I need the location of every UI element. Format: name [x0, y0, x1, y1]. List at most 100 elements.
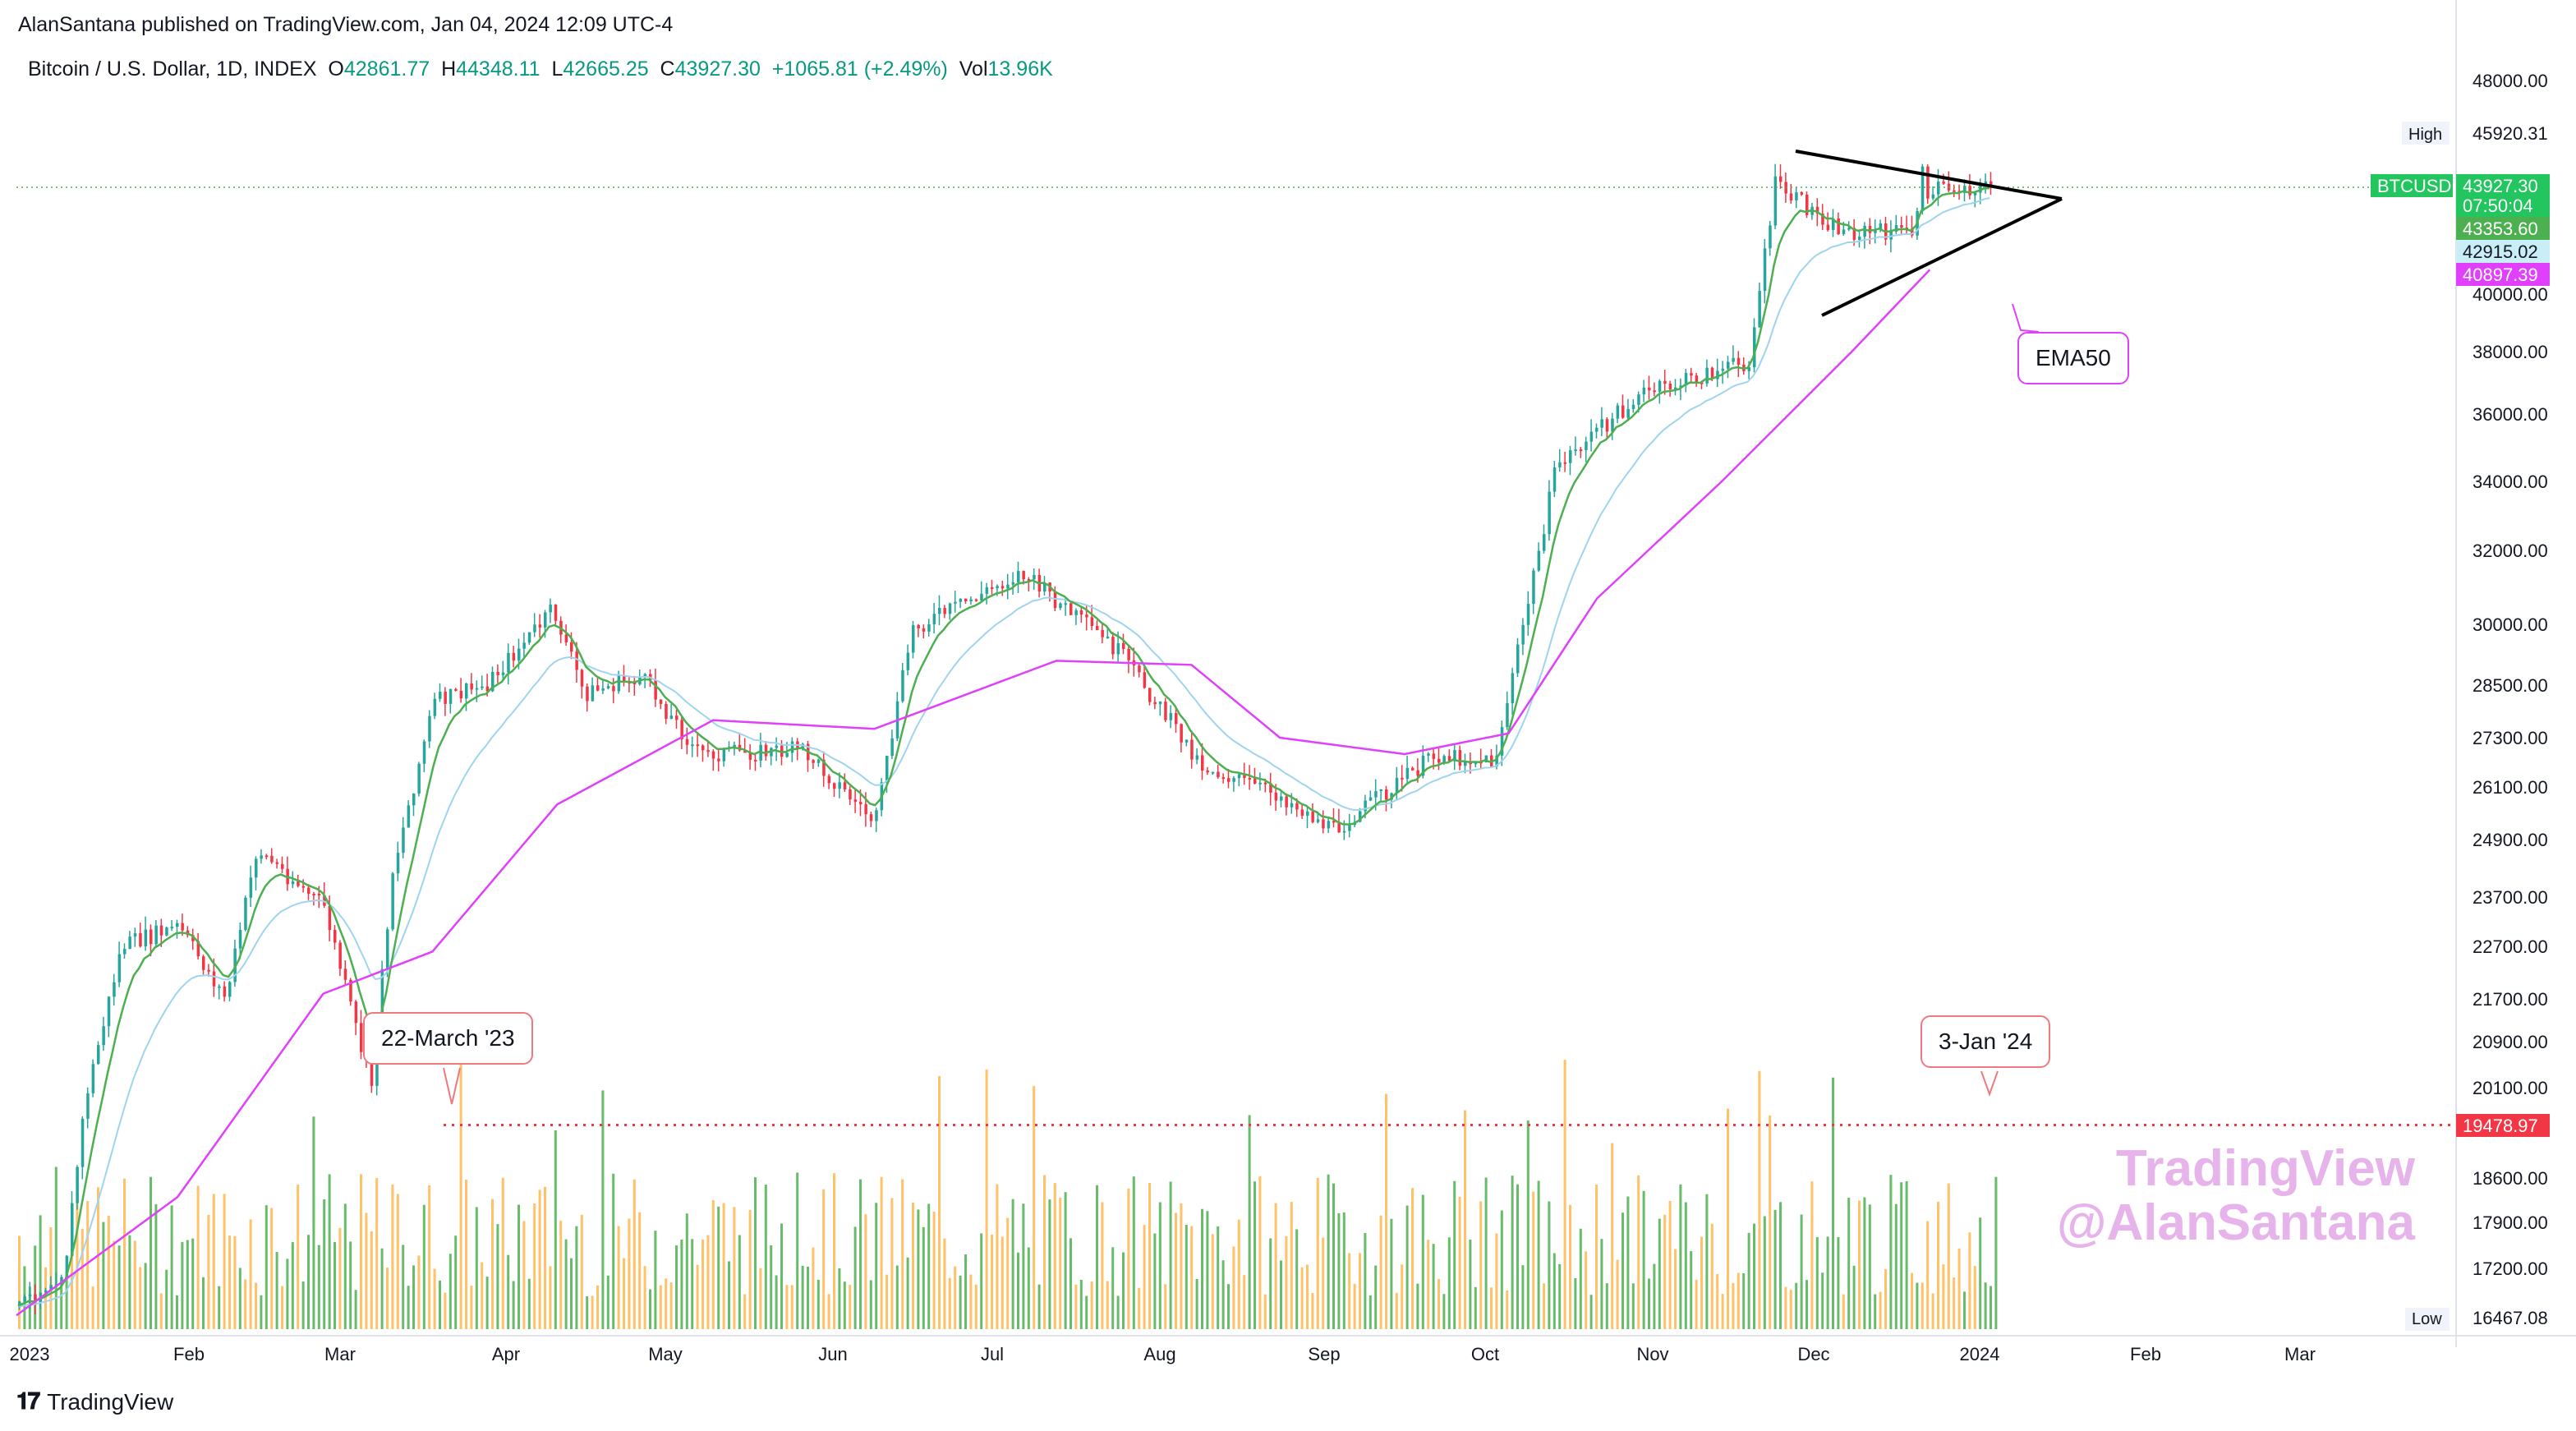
candle-body — [1911, 228, 1914, 236]
volume-bar — [1763, 1216, 1766, 1329]
candle-body — [212, 971, 216, 987]
candle-body — [76, 1166, 79, 1203]
volume-bar — [869, 1280, 872, 1329]
candle-body — [86, 1093, 90, 1119]
candle-body — [123, 949, 126, 955]
volume-bar — [538, 1189, 541, 1329]
candle-body — [964, 598, 968, 601]
badge-ema-fast: 43353.60 — [2463, 219, 2538, 239]
volume-bar — [370, 1231, 373, 1329]
price-tick-label: 20900.00 — [2472, 1032, 2548, 1052]
candle-body — [1368, 797, 1373, 801]
candle-body — [334, 930, 337, 943]
candle-body — [317, 894, 321, 896]
candle-body — [1164, 702, 1167, 720]
volume-bar — [255, 1282, 257, 1329]
volume-bar — [39, 1215, 42, 1329]
candle-body — [113, 982, 116, 997]
callout-ema-pointer — [2012, 303, 2040, 333]
tradingview-logo-icon: 𝟏𝟕 — [16, 1388, 40, 1414]
price-tick-label: 45920.31 — [2472, 123, 2548, 144]
candle-body — [748, 752, 752, 760]
candle-body — [1248, 777, 1252, 780]
candle-body — [1595, 427, 1598, 432]
candle-body — [1968, 186, 1971, 196]
time-tick-label: 2024 — [1960, 1344, 2000, 1364]
candle-body — [1569, 450, 1572, 463]
badge-ema-mid: 42915.02 — [2463, 242, 2538, 262]
candle-body — [527, 632, 531, 643]
symbol-title[interactable]: Bitcoin / U.S. Dollar, 1D, INDEX — [28, 58, 317, 81]
volume-bar — [1732, 1282, 1735, 1329]
candle-body — [238, 929, 242, 949]
volume-bar — [1769, 1115, 1772, 1329]
volume-bar — [702, 1239, 704, 1329]
volume-bar — [459, 1063, 462, 1329]
candle-body — [586, 686, 589, 702]
candle-body — [249, 877, 253, 898]
volume-bar — [1800, 1214, 1803, 1329]
volume-bar — [807, 1266, 809, 1329]
candle-body — [1800, 192, 1804, 195]
volume-bar — [1984, 1282, 1987, 1329]
volume-bar — [1837, 1237, 1840, 1329]
volume-bar — [1874, 1294, 1877, 1329]
volume-bar — [417, 1255, 421, 1329]
volume-bar — [754, 1177, 757, 1329]
volume-bar — [360, 1174, 362, 1329]
volume-bar — [338, 1227, 342, 1329]
candle-body — [1653, 390, 1656, 393]
volume-bar — [391, 1184, 394, 1329]
candle-body — [1201, 755, 1204, 771]
volume-bar — [643, 1266, 646, 1329]
volume-bar — [1405, 1205, 1409, 1329]
candle-body — [601, 688, 605, 691]
low-value: 42665.25 — [563, 58, 649, 81]
candle-body — [170, 927, 174, 929]
volume-bar — [1600, 1239, 1603, 1329]
volume-bar — [1090, 1281, 1093, 1329]
candle-body — [1747, 367, 1751, 371]
volume-bar — [838, 1268, 841, 1329]
volume-bar — [1311, 1293, 1314, 1329]
candle-body — [475, 688, 479, 690]
footer-logo[interactable]: 𝟏𝟕 TradingView — [16, 1388, 173, 1415]
volume-bar — [407, 1286, 410, 1329]
volume-bar — [1795, 1282, 1798, 1329]
candle-body — [1111, 637, 1115, 655]
candle-body — [91, 1064, 95, 1093]
candle-body — [1516, 644, 1520, 674]
volume-bar — [886, 1274, 888, 1329]
volume-bar — [270, 1208, 274, 1329]
candle-body — [1027, 579, 1031, 582]
candle-body — [954, 601, 957, 604]
candle-body — [1705, 367, 1709, 384]
candle-body — [1195, 755, 1199, 760]
candle-body — [617, 675, 621, 692]
volume-bar — [1070, 1238, 1072, 1329]
volume-bar — [743, 1294, 747, 1329]
candle-body — [281, 863, 284, 869]
volume-bar — [1017, 1252, 1019, 1329]
candle-body — [869, 814, 873, 821]
candle-body — [1148, 688, 1152, 702]
candle-body — [154, 925, 158, 945]
candle-body — [833, 783, 836, 789]
volume-bar — [1385, 1093, 1387, 1329]
candle-body — [412, 794, 416, 806]
volume-bar — [1653, 1263, 1656, 1329]
candle-body — [139, 933, 142, 947]
volume-bar — [1217, 1226, 1220, 1329]
volume-bar — [827, 1294, 830, 1329]
volume-bar — [1506, 1290, 1509, 1329]
volume-bar — [706, 1235, 710, 1329]
candle-body — [890, 738, 894, 757]
volume-bar — [853, 1226, 857, 1329]
candle-body — [1626, 408, 1630, 418]
close-label: C — [660, 58, 675, 81]
volume-bar — [1579, 1228, 1582, 1329]
volume-bar — [1589, 1295, 1593, 1329]
volume-bar — [1810, 1181, 1814, 1329]
candle-body — [1337, 821, 1341, 833]
